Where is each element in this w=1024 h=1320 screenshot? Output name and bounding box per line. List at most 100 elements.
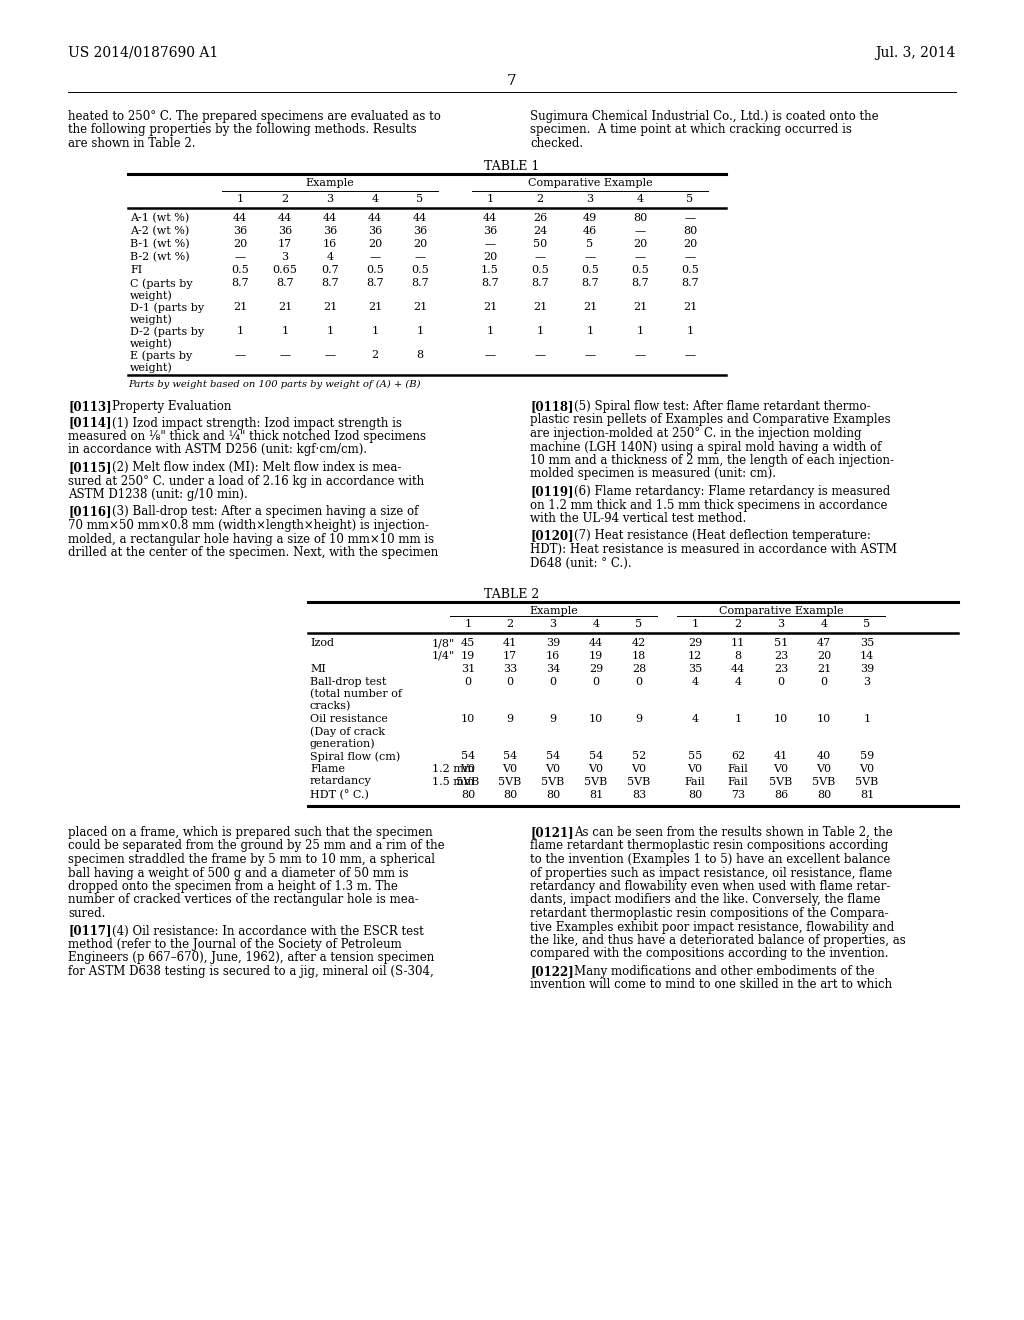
Text: cracks): cracks) — [310, 701, 351, 711]
Text: are injection-molded at 250° C. in the injection molding: are injection-molded at 250° C. in the i… — [530, 426, 861, 440]
Text: heated to 250° C. The prepared specimens are evaluated as to: heated to 250° C. The prepared specimens… — [68, 110, 441, 123]
Text: generation): generation) — [310, 738, 376, 748]
Text: V0: V0 — [859, 764, 874, 774]
Text: retardant thermoplastic resin compositions of the Compara-: retardant thermoplastic resin compositio… — [530, 907, 889, 920]
Text: 1.5: 1.5 — [481, 265, 499, 275]
Text: 41: 41 — [774, 751, 788, 762]
Text: 80: 80 — [817, 789, 831, 800]
Text: 80: 80 — [688, 789, 702, 800]
Text: 86: 86 — [774, 789, 788, 800]
Text: 1: 1 — [465, 619, 472, 630]
Text: [0119]: [0119] — [530, 484, 573, 498]
Text: FI: FI — [130, 265, 142, 275]
Text: 0.5: 0.5 — [631, 265, 649, 275]
Text: the following properties by the following methods. Results: the following properties by the followin… — [68, 124, 417, 136]
Text: 3: 3 — [327, 194, 334, 205]
Text: 21: 21 — [583, 302, 597, 312]
Text: Fail: Fail — [685, 777, 706, 787]
Text: B-1 (wt %): B-1 (wt %) — [130, 239, 189, 249]
Text: 40: 40 — [817, 751, 831, 762]
Text: 17: 17 — [278, 239, 292, 249]
Text: 46: 46 — [583, 226, 597, 236]
Text: 10: 10 — [774, 714, 788, 723]
Text: dants, impact modifiers and the like. Conversely, the flame: dants, impact modifiers and the like. Co… — [530, 894, 881, 907]
Text: (total number of: (total number of — [310, 689, 402, 700]
Text: 1: 1 — [691, 619, 698, 630]
Text: 11: 11 — [731, 638, 745, 648]
Text: 8: 8 — [734, 651, 741, 661]
Text: 5VB: 5VB — [812, 777, 836, 787]
Text: 2: 2 — [537, 194, 544, 205]
Text: [0117]: [0117] — [68, 924, 112, 937]
Text: 44: 44 — [323, 213, 337, 223]
Text: 4: 4 — [691, 714, 698, 723]
Text: 5VB: 5VB — [628, 777, 650, 787]
Text: in accordance with ASTM D256 (unit: kgf·cm/cm).: in accordance with ASTM D256 (unit: kgf·… — [68, 444, 368, 457]
Text: 19: 19 — [589, 651, 603, 661]
Text: 4: 4 — [372, 194, 379, 205]
Text: 55: 55 — [688, 751, 702, 762]
Text: D648 (unit: ° C.).: D648 (unit: ° C.). — [530, 557, 632, 569]
Text: V0: V0 — [687, 764, 702, 774]
Text: V0: V0 — [632, 764, 646, 774]
Text: 81: 81 — [589, 789, 603, 800]
Text: 8: 8 — [417, 350, 424, 360]
Text: 1: 1 — [486, 194, 494, 205]
Text: Fail: Fail — [728, 777, 749, 787]
Text: [0120]: [0120] — [530, 529, 573, 543]
Text: with the UL-94 vertical test method.: with the UL-94 vertical test method. — [530, 512, 746, 525]
Text: 21: 21 — [323, 302, 337, 312]
Text: 0.5: 0.5 — [531, 265, 549, 275]
Text: Example: Example — [305, 178, 354, 187]
Text: 4: 4 — [327, 252, 334, 261]
Text: 19: 19 — [461, 651, 475, 661]
Text: —: — — [635, 226, 645, 236]
Text: 28: 28 — [632, 664, 646, 675]
Text: measured on ⅛" thick and ¼" thick notched Izod specimens: measured on ⅛" thick and ¼" thick notche… — [68, 430, 426, 444]
Text: 9: 9 — [550, 714, 557, 723]
Text: 7: 7 — [507, 74, 517, 88]
Text: sured at 250° C. under a load of 2.16 kg in accordance with: sured at 250° C. under a load of 2.16 kg… — [68, 474, 424, 487]
Text: V0: V0 — [589, 764, 603, 774]
Text: (2) Melt flow index (MI): Melt flow index is mea-: (2) Melt flow index (MI): Melt flow inde… — [112, 461, 401, 474]
Text: —: — — [234, 350, 246, 360]
Text: V0: V0 — [816, 764, 831, 774]
Text: 20: 20 — [413, 239, 427, 249]
Text: 20: 20 — [683, 239, 697, 249]
Text: 44: 44 — [368, 213, 382, 223]
Text: 10: 10 — [589, 714, 603, 723]
Text: 20: 20 — [483, 252, 497, 261]
Text: D-1 (parts by: D-1 (parts by — [130, 302, 204, 313]
Text: placed on a frame, which is prepared such that the specimen: placed on a frame, which is prepared suc… — [68, 826, 432, 840]
Text: Example: Example — [529, 606, 578, 616]
Text: 36: 36 — [413, 226, 427, 236]
Text: plastic resin pellets of Examples and Comparative Examples: plastic resin pellets of Examples and Co… — [530, 413, 891, 426]
Text: 18: 18 — [632, 651, 646, 661]
Text: weight): weight) — [130, 290, 173, 301]
Text: (6) Flame retardancy: Flame retardancy is measured: (6) Flame retardancy: Flame retardancy i… — [574, 484, 890, 498]
Text: HDT): Heat resistance is measured in accordance with ASTM: HDT): Heat resistance is measured in acc… — [530, 543, 897, 556]
Text: B-2 (wt %): B-2 (wt %) — [130, 252, 189, 263]
Text: 8.7: 8.7 — [367, 279, 384, 288]
Text: 47: 47 — [817, 638, 831, 648]
Text: 3: 3 — [550, 619, 557, 630]
Text: 5VB: 5VB — [499, 777, 521, 787]
Text: invention will come to mind to one skilled in the art to which: invention will come to mind to one skill… — [530, 978, 892, 991]
Text: 5VB: 5VB — [585, 777, 607, 787]
Text: 9: 9 — [507, 714, 514, 723]
Text: Ball-drop test: Ball-drop test — [310, 677, 386, 686]
Text: the like, and thus have a deteriorated balance of properties, as: the like, and thus have a deteriorated b… — [530, 935, 906, 946]
Text: —: — — [234, 252, 246, 261]
Text: [0113]: [0113] — [68, 400, 112, 413]
Text: 0: 0 — [507, 677, 514, 686]
Text: 5: 5 — [863, 619, 870, 630]
Text: 20: 20 — [368, 239, 382, 249]
Text: 8.7: 8.7 — [276, 279, 294, 288]
Text: 8.7: 8.7 — [631, 279, 649, 288]
Text: machine (LGH 140N) using a spiral mold having a width of: machine (LGH 140N) using a spiral mold h… — [530, 441, 882, 454]
Text: 0: 0 — [820, 677, 827, 686]
Text: Sugimura Chemical Industrial Co., Ltd.) is coated onto the: Sugimura Chemical Industrial Co., Ltd.) … — [530, 110, 879, 123]
Text: Fail: Fail — [728, 764, 749, 774]
Text: 26: 26 — [532, 213, 547, 223]
Text: 14: 14 — [860, 651, 874, 661]
